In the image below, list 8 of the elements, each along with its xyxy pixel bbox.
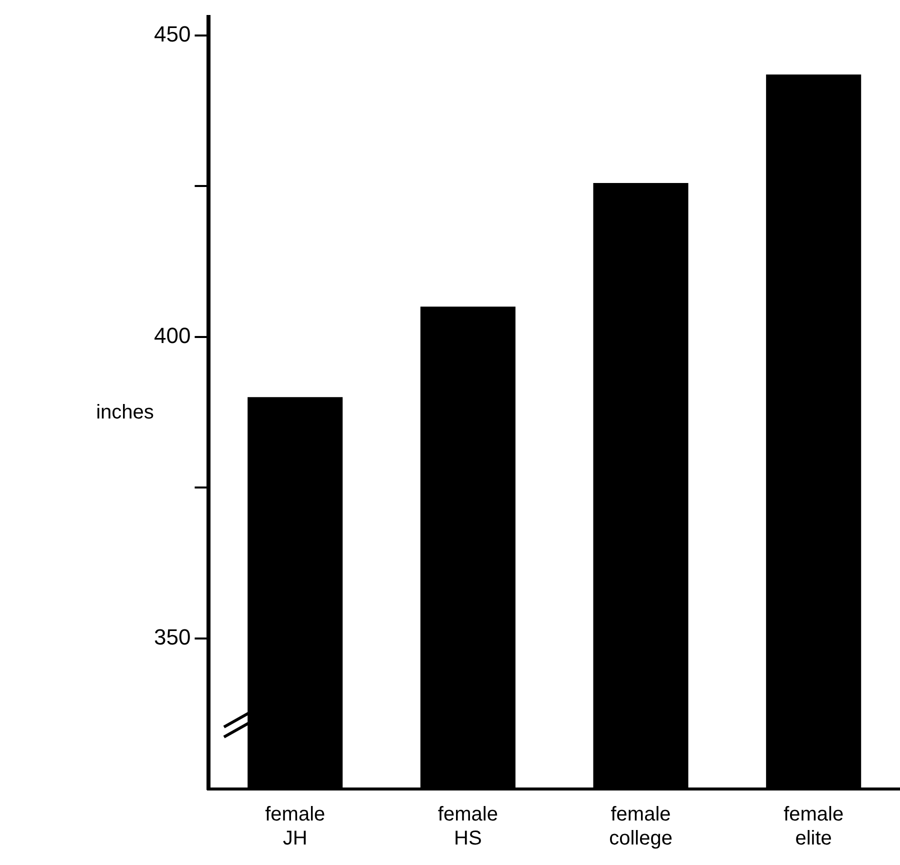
x-tick-label: female college [609, 804, 672, 850]
y-tick-label: 350 [154, 624, 191, 650]
x-tick-label: female JH [265, 804, 326, 850]
y-axis-title: inches [96, 402, 154, 424]
x-tick-label: female elite [784, 804, 844, 850]
y-tick-label: 400 [154, 322, 191, 348]
y-tick-label: 450 [154, 21, 191, 46]
x-tick-label: female HS [438, 804, 498, 850]
